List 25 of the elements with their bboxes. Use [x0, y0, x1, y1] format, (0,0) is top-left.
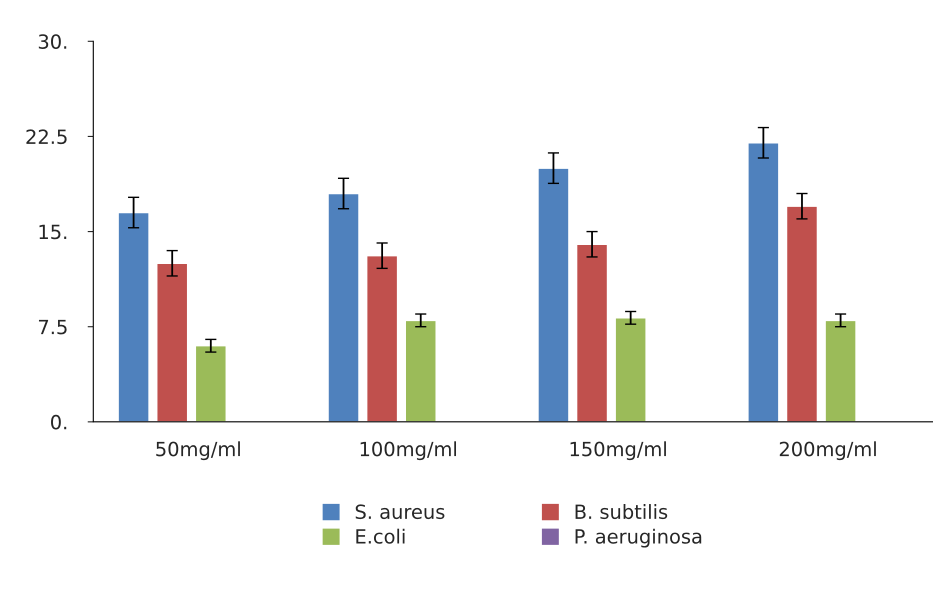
x-tick-label: 200mg/ml — [780, 441, 876, 460]
bar — [404, 320, 437, 422]
bar — [327, 192, 360, 422]
legend-label: S. aureus — [356, 504, 444, 520]
x-tick-label: 50mg/ml — [156, 441, 240, 460]
bar — [747, 142, 780, 422]
bar — [156, 262, 188, 422]
y-tick-label: 0. — [51, 414, 66, 430]
bar — [824, 320, 857, 422]
bar — [366, 254, 398, 422]
bar — [537, 167, 570, 422]
y-tick-label: 7.5 — [38, 320, 67, 334]
bar — [614, 317, 647, 422]
y-tick-label: 30. — [38, 34, 66, 49]
legend-label: P. aeruginosa — [576, 528, 702, 548]
y-tick-label: 22.5 — [26, 129, 67, 144]
x-tick-label: 100mg/ml — [360, 441, 456, 460]
x-tick-label: 150mg/ml — [570, 441, 666, 460]
y-tick-label: 15. — [40, 224, 66, 240]
legend-label: E.coli — [356, 528, 404, 544]
legend-label: B. subtilis — [576, 504, 668, 520]
bar — [117, 212, 150, 422]
bar — [576, 244, 608, 422]
bar — [786, 206, 818, 422]
bar — [194, 345, 227, 422]
